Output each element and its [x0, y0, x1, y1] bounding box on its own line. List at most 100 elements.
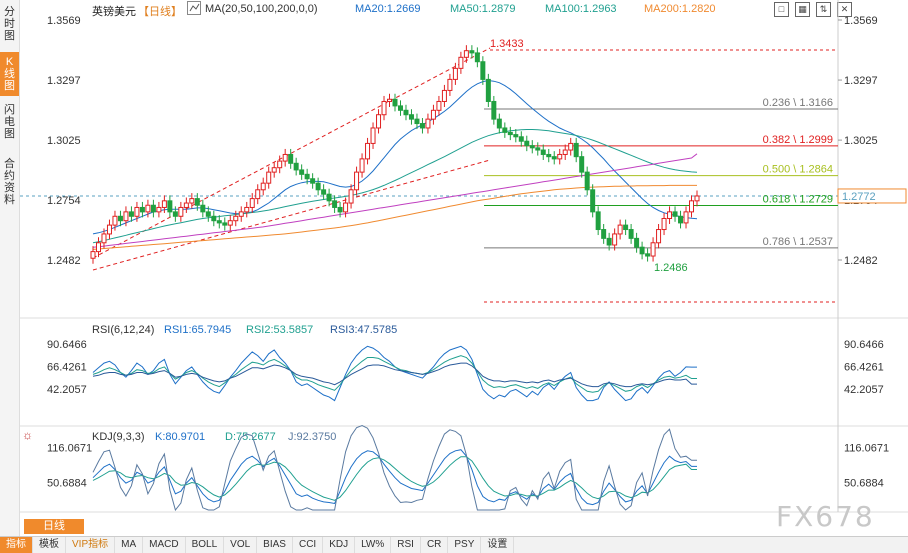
candle-body: [376, 114, 382, 129]
candle-body: [249, 198, 255, 208]
candle-body: [480, 61, 486, 80]
candle-body: [156, 206, 162, 213]
candle-body: [606, 237, 612, 246]
candle-body: [551, 156, 557, 160]
price-tick-label-left: 1.2482: [47, 255, 81, 267]
grid-icon[interactable]: ▦: [795, 2, 810, 17]
last-price-label: 1.2772: [842, 191, 876, 203]
candle-body: [200, 204, 206, 213]
indicator-tab-8[interactable]: CCI: [293, 537, 324, 553]
last-price-box: [837, 188, 907, 204]
rsi-tick-left: 66.4261: [47, 361, 87, 373]
indicator-tab-4[interactable]: MACD: [143, 537, 186, 553]
candle-body: [161, 200, 167, 208]
indicator-tab-9[interactable]: KDJ: [323, 537, 356, 553]
settings-icon[interactable]: [187, 1, 201, 15]
ma-line-ma50: [92, 129, 698, 244]
indicator-tab-0[interactable]: 指标: [0, 537, 33, 553]
kdj-tick-right: 50.6884: [844, 478, 884, 490]
candle-body: [128, 211, 134, 217]
candle-body: [403, 109, 409, 116]
candle-body: [123, 211, 129, 222]
candle-body: [507, 131, 513, 136]
candle-body: [612, 233, 618, 246]
chart-canvas[interactable]: 1.3569 1.3569 1.3297 1.3297 1.3025 1.3025 1.27…: [20, 0, 908, 518]
candle-body: [617, 224, 623, 235]
symbol-name: 英镑美元: [92, 6, 136, 18]
candle-body: [244, 206, 250, 213]
period-button[interactable]: 日线: [24, 519, 84, 534]
indicator-tab-5[interactable]: BOLL: [186, 537, 225, 553]
watermark-logo: FX678: [776, 500, 875, 533]
rsi-tick-right: 66.4261: [844, 361, 884, 373]
candle-body: [266, 171, 272, 184]
candle-body: [172, 211, 178, 217]
rsi3-value: RSI3:47.5785: [330, 324, 398, 336]
indicator-tab-1[interactable]: 模板: [33, 537, 66, 553]
price-tick-label-left: 1.3297: [47, 75, 81, 87]
candle-body: [359, 158, 365, 173]
candle-body: [683, 211, 689, 224]
indicator-tab-10[interactable]: LW%: [355, 537, 392, 553]
candle-body: [381, 100, 387, 116]
kdj-k-value: K:80.9701: [155, 431, 206, 443]
candle-body: [370, 127, 376, 144]
candle-body: [623, 224, 629, 231]
restore-icon[interactable]: □: [774, 2, 789, 17]
kdj-line-j: [92, 424, 697, 512]
zoom-icon[interactable]: ⇅: [816, 2, 831, 17]
indicator-tab-bar: 指标 模板 VIP指标 MA MACD BOLL VOL BIAS CCI KDJ LW% RSI CR…: [0, 536, 908, 553]
candle-body: [650, 242, 656, 257]
indicator-tab-2[interactable]: VIP指标: [66, 537, 116, 553]
side-tab-contract-info[interactable]: 合 约 资 料: [4, 158, 15, 206]
period-label: 【日线】: [138, 6, 182, 18]
indicator-tab-14[interactable]: 设置: [481, 537, 515, 553]
indicator-tab-11[interactable]: RSI: [391, 537, 421, 553]
side-tab-kline[interactable]: K 线 图: [0, 52, 19, 96]
candle-body: [365, 142, 371, 160]
candle-body: [227, 220, 233, 226]
rsi-line-rsi2: [92, 355, 697, 393]
kdj-j-value: J:92.3750: [288, 431, 337, 443]
candle-body: [584, 171, 590, 191]
fib-label-4: 0.786 \ 1.2537: [763, 236, 833, 248]
candle-body: [463, 50, 469, 58]
indicator-tab-13[interactable]: PSY: [448, 537, 482, 553]
rsi-tick-right: 90.6466: [844, 339, 884, 351]
crosshair-icon[interactable]: ☼: [22, 428, 33, 442]
candle-body: [238, 211, 244, 217]
candle-body: [205, 211, 211, 217]
candle-body: [447, 78, 453, 91]
side-tab-flash[interactable]: 闪 电 图: [4, 104, 15, 140]
indicator-tab-3[interactable]: MA: [115, 537, 144, 553]
candle-body: [656, 229, 662, 244]
candle-body: [354, 171, 360, 191]
candle-body: [524, 140, 530, 147]
candle-body: [672, 211, 678, 217]
indicator-tab-6[interactable]: VOL: [224, 537, 258, 553]
indicator-tab-7[interactable]: BIAS: [257, 537, 293, 553]
candle-body: [518, 136, 524, 142]
candle-body: [645, 253, 651, 257]
candle-body: [579, 156, 585, 173]
trend-channel-lower: [92, 159, 491, 271]
trend-channel-upper: [92, 47, 491, 259]
kdj-d-value: D:75.2677: [225, 431, 276, 443]
candle-body: [293, 162, 299, 171]
candle-body: [337, 206, 343, 213]
price-tick-label-right: 1.3025: [844, 135, 878, 147]
price-tick-label-right: 1.3569: [844, 15, 878, 27]
side-tab-timeshare[interactable]: 分 时 图: [4, 6, 15, 42]
candle-body: [392, 98, 398, 107]
rsi-tick-left: 42.2057: [47, 384, 87, 396]
candle-body: [271, 167, 277, 173]
ma-params[interactable]: MA(20,50,100,200,0,0): [205, 3, 318, 15]
candle-body: [639, 246, 645, 255]
candle-body: [430, 109, 436, 120]
ma-line-ma20: [92, 79, 698, 235]
candle-body: [485, 78, 491, 102]
candle-body: [535, 147, 541, 151]
candle-body: [419, 123, 425, 129]
indicator-tab-12[interactable]: CR: [421, 537, 449, 553]
candle-body: [425, 118, 431, 129]
